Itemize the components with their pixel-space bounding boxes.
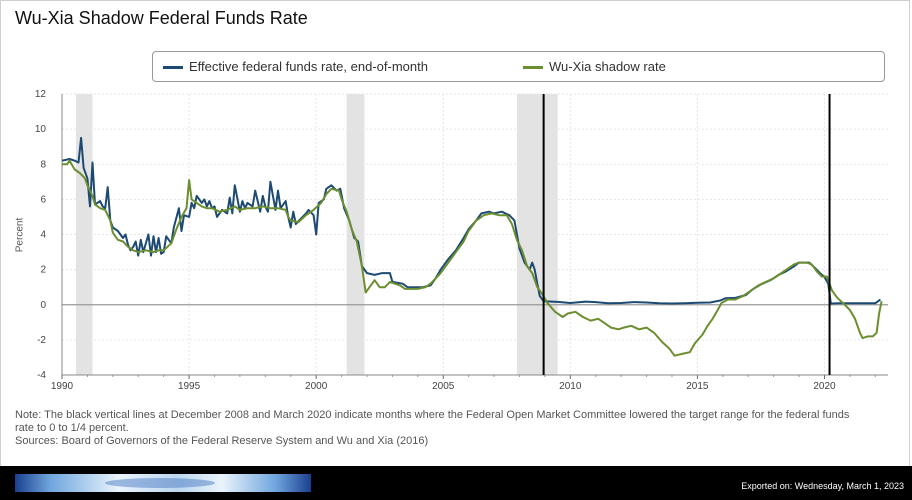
x-tick-label: 1990 (51, 381, 74, 392)
fed-banner-logo-icon (15, 474, 311, 492)
export-date: Exported on: Wednesday, March 1, 2023 (741, 481, 904, 491)
legend-label-effr: Effective federal funds rate, end-of-mon… (189, 59, 428, 74)
series-line-shadow (62, 159, 883, 357)
note-text-continued: rate to 0 to 1/4 percent. (15, 422, 129, 434)
legend-swatch-effr (163, 66, 183, 70)
legend-label-shadow: Wu-Xia shadow rate (549, 59, 666, 74)
x-tick-label: 2000 (305, 381, 328, 392)
chart-title: Wu-Xia Shadow Federal Funds Rate (15, 8, 308, 28)
line-chart: -4 -2 0 2 4 6 8 10 12 1990 1995 2000 2005 2010 2015 202… (35, 89, 888, 392)
sources-text: Sources: Board of Governors of the Feder… (15, 435, 429, 447)
chart-legend: Effective federal funds rate, end-of-mon… (152, 51, 885, 82)
y-tick-label: -4 (37, 370, 46, 381)
x-tick-label: 1995 (178, 381, 201, 392)
y-tick-label: 12 (35, 89, 47, 100)
y-tick-label: -2 (37, 335, 46, 346)
x-tick-label: 2010 (559, 381, 582, 392)
x-tick-label: 2015 (686, 381, 709, 392)
y-tick-label: 2 (40, 265, 46, 276)
x-tick-label: 2005 (432, 381, 455, 392)
legend-item-effr[interactable]: Effective federal funds rate, end-of-mon… (163, 59, 428, 74)
note-text: Note: The black vertical lines at Decemb… (15, 409, 850, 421)
series-line-effr (61, 136, 881, 305)
x-tick-label: 2020 (813, 381, 836, 392)
chart-frame (0, 0, 910, 466)
chart-notes: Note: The black vertical lines at Decemb… (15, 409, 908, 448)
y-tick-label: 0 (40, 300, 46, 311)
y-tick-label: 10 (35, 124, 47, 135)
y-tick-label: 4 (40, 230, 46, 241)
legend-item-shadow[interactable]: Wu-Xia shadow rate (523, 59, 666, 74)
footer-bar: Exported on: Wednesday, March 1, 2023 (0, 466, 912, 500)
y-tick-label: 6 (40, 194, 46, 205)
legend-swatch-shadow (523, 66, 543, 70)
y-tick-label: 8 (40, 159, 46, 170)
